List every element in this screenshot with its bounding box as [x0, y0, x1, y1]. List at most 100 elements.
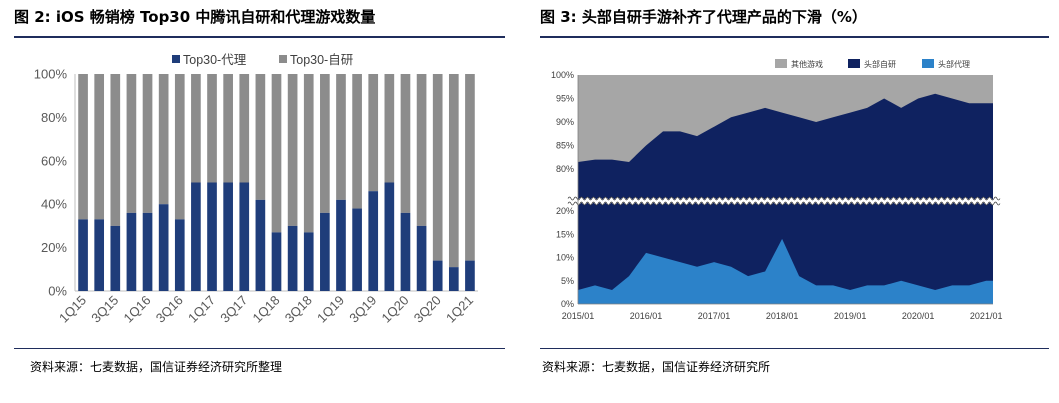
bar-licensed — [207, 182, 217, 291]
title-divider — [540, 36, 1049, 38]
bar-licensed — [320, 212, 330, 291]
left-chart-panel: 图 2: iOS 畅销榜 Top30 中腾讯自研和代理游戏数量 0% 20% 40%… — [0, 0, 505, 403]
y-tick-label: 0% — [48, 284, 67, 299]
bar-self-developed — [352, 74, 362, 209]
x-tick-label: 3Q17 — [217, 293, 250, 326]
bar-self-developed — [336, 74, 346, 200]
x-tick-label: 3Q18 — [282, 293, 315, 326]
bar-licensed — [126, 212, 137, 291]
left-bar-chart: 0%20%40%60%80%100%1Q15 3Q15 1Q16 3Q16 1Q17 3Q… — [34, 53, 478, 326]
x-tick-label: 2018/01 — [766, 311, 799, 321]
bar-licensed — [110, 225, 121, 291]
x-tick-label: 3Q20 — [411, 293, 444, 326]
source-divider — [14, 348, 505, 349]
x-tick-label: 3Q15 — [88, 293, 121, 326]
y-tick-label: 80% — [41, 110, 67, 125]
area-self-developed-upper — [578, 93, 993, 201]
bar-licensed — [465, 260, 475, 291]
right-chart-panel: 图 3: 头部自研手游补齐了代理产品的下滑（%） 80% 85% 90% 95% 100… — [530, 0, 1059, 403]
bar-licensed — [416, 225, 427, 291]
bar-self-developed — [368, 74, 379, 192]
bar-licensed — [142, 212, 153, 291]
source-divider — [540, 348, 1049, 349]
legend-label: 头部自研 — [864, 59, 896, 69]
x-tick-label: 2015/01 — [562, 311, 595, 321]
bar-self-developed — [271, 74, 282, 233]
bar-self-developed — [287, 74, 298, 226]
bar-licensed — [400, 212, 411, 291]
axis-break-edge — [567, 196, 1001, 201]
bar-licensed — [174, 219, 185, 291]
x-tick-label: 3Q16 — [153, 293, 186, 326]
bar-licensed — [223, 182, 233, 291]
legend-swatch — [775, 59, 787, 68]
bar-self-developed — [239, 74, 250, 183]
bar-licensed — [384, 182, 395, 291]
bar-self-developed — [94, 74, 105, 220]
bar-licensed — [255, 199, 266, 291]
bar-self-developed — [432, 74, 443, 261]
legend-label: 头部代理 — [938, 59, 970, 69]
title-divider — [14, 36, 505, 38]
bar-self-developed — [303, 74, 314, 233]
bar-self-developed — [400, 74, 411, 213]
legend-swatch — [848, 59, 860, 68]
x-tick-label: 1Q19 — [314, 293, 347, 326]
y-tick-label: 20% — [41, 240, 67, 255]
bar-self-developed — [174, 74, 185, 220]
bar-self-developed — [110, 74, 121, 226]
y-tick-label: 95% — [556, 94, 574, 104]
x-tick-label: 2016/01 — [630, 311, 663, 321]
y-tick-label: 80% — [556, 164, 574, 174]
bar-licensed — [191, 182, 201, 291]
x-tick-label: 1Q17 — [185, 293, 218, 326]
y-tick-label: 40% — [41, 197, 67, 212]
left-chart-title: 图 2: iOS 畅销榜 Top30 中腾讯自研和代理游戏数量 — [14, 8, 376, 26]
bar-self-developed — [126, 74, 137, 213]
right-chart-title: 图 3: 头部自研手游补齐了代理产品的下滑（%） — [540, 8, 867, 26]
bar-licensed — [287, 225, 298, 291]
bar-self-developed — [158, 74, 169, 205]
bar-self-developed — [320, 74, 330, 213]
y-tick-label: 100% — [34, 67, 68, 82]
bar-licensed — [94, 219, 105, 291]
bar-licensed — [352, 208, 362, 291]
legend-swatch — [922, 59, 934, 68]
y-tick-label: 15% — [556, 229, 574, 239]
bar-licensed — [368, 191, 379, 291]
legend-swatch-licensed — [172, 55, 180, 63]
x-tick-label: 2021/01 — [970, 311, 1003, 321]
legend-label-licensed: Top30-代理 — [183, 53, 247, 67]
bar-self-developed — [78, 74, 88, 220]
y-tick-label: 0% — [561, 299, 574, 309]
bar-licensed — [432, 260, 443, 291]
bar-self-developed — [465, 74, 475, 261]
bar-licensed — [239, 182, 250, 291]
bar-licensed — [271, 232, 282, 291]
legend-swatch-self — [279, 55, 287, 63]
axis-break-edge — [567, 201, 1001, 206]
bar-self-developed — [142, 74, 153, 213]
left-chart-source: 资料来源：七麦数据，国信证券经济研究所整理 — [30, 360, 283, 374]
legend-label-self: Top30-自研 — [290, 53, 353, 67]
area-licensed — [578, 238, 993, 304]
x-tick-label: 1Q21 — [443, 293, 476, 326]
y-tick-label: 5% — [561, 276, 574, 286]
x-tick-label: 1Q18 — [250, 293, 283, 326]
y-tick-label: 20% — [556, 206, 574, 216]
bar-self-developed — [255, 74, 266, 200]
bar-licensed — [78, 219, 88, 291]
bar-self-developed — [191, 74, 201, 183]
right-area-chart: 80% 85% 90% 95% 100% 0% 5% 10% 15% 20% 2015/01 2016… — [551, 59, 1003, 321]
axis-break — [566, 197, 1002, 205]
bar-self-developed — [223, 74, 233, 183]
x-tick-label: 1Q20 — [378, 293, 411, 326]
y-tick-label: 10% — [556, 253, 574, 263]
x-tick-label: 1Q16 — [121, 293, 154, 326]
bar-licensed — [158, 204, 169, 291]
x-tick-label: 3Q19 — [346, 293, 379, 326]
y-tick-label: 60% — [41, 153, 67, 168]
y-tick-label: 90% — [556, 117, 574, 127]
bar-licensed — [448, 267, 459, 291]
bar-self-developed — [207, 74, 217, 183]
